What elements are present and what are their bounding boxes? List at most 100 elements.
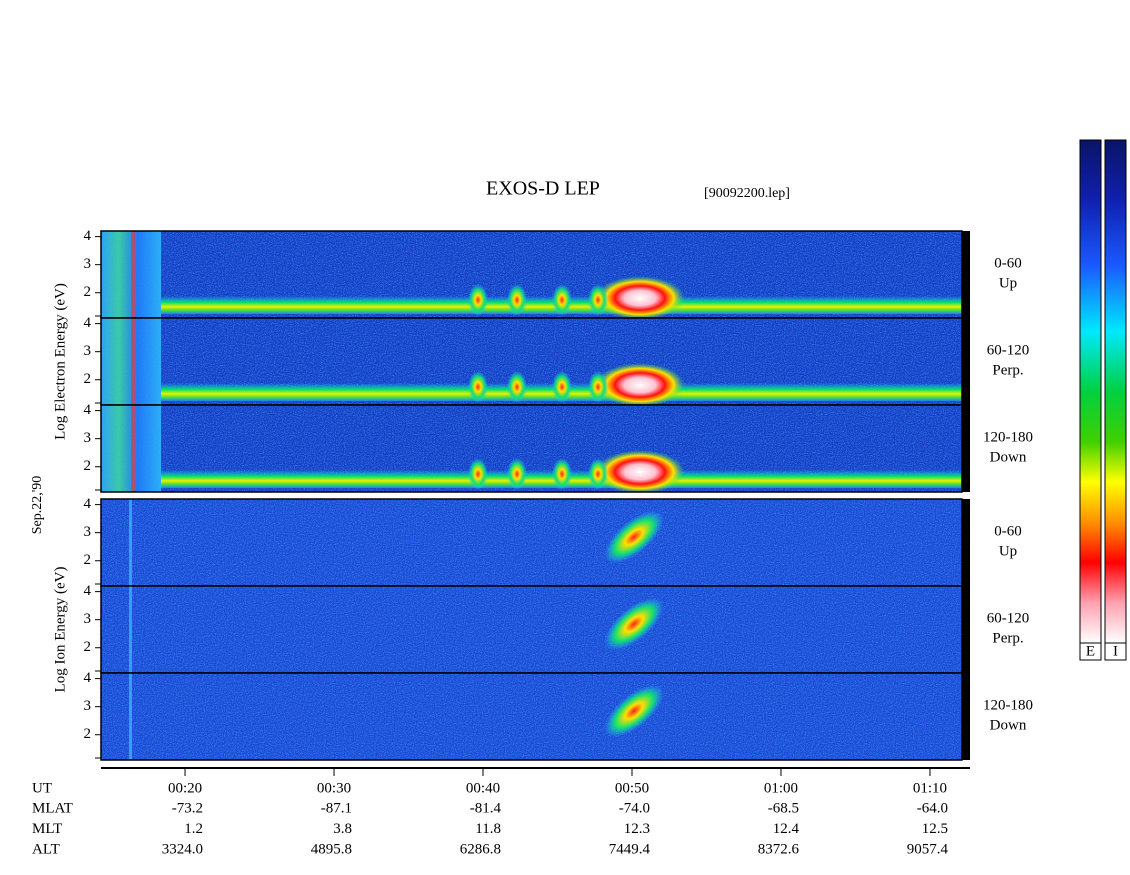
colorbar-box	[1079, 642, 1102, 661]
streak	[129, 673, 132, 760]
right-strip	[962, 499, 970, 586]
panel	[101, 499, 962, 586]
streak	[131, 231, 135, 318]
colorbar	[1104, 139, 1127, 644]
y-tick-label: 3	[84, 611, 92, 627]
panel-noise	[101, 673, 962, 760]
ephemeris-value: 12.3	[624, 821, 650, 837]
y-tick-label: 2	[84, 284, 92, 300]
x-tick-label: 01:00	[764, 780, 798, 796]
burst	[552, 284, 572, 316]
y-tick-label: 3	[84, 343, 92, 359]
y-tick-label: 4	[84, 670, 92, 686]
panel-noise	[101, 586, 962, 673]
y-tick-label: 2	[84, 458, 92, 474]
y-tick-label: 3	[84, 256, 92, 272]
ephemeris-value: 6286.8	[460, 841, 501, 857]
y-axis-label: Log Electron Energy (eV)	[52, 283, 68, 440]
date-label: Sep.22,'90	[30, 476, 45, 535]
panel	[101, 673, 962, 760]
burst	[468, 284, 488, 316]
burst	[588, 458, 608, 490]
x-axis-label: UT	[32, 780, 52, 796]
ephemeris-value: -74.0	[619, 800, 650, 816]
burst	[507, 371, 527, 403]
ephemeris-value: 4895.8	[311, 841, 352, 857]
y-tick-label: 4	[84, 402, 92, 418]
right-strip	[962, 405, 970, 492]
right-strip	[962, 586, 970, 673]
burst	[468, 458, 488, 490]
hotspot	[595, 450, 685, 492]
burst	[468, 371, 488, 403]
hotspot	[595, 276, 685, 318]
pitch-label: 120-180	[983, 697, 1033, 713]
direction-label: Up	[999, 275, 1017, 291]
streak	[129, 586, 132, 673]
x-tick-label: 01:10	[913, 780, 947, 796]
hotspot	[595, 363, 685, 405]
pitch-label: 0-60	[994, 255, 1022, 271]
x-tick-label: 00:40	[466, 780, 500, 796]
ion-blob	[604, 684, 664, 738]
ephemeris-value: 3324.0	[162, 841, 203, 857]
ephemeris-value: -87.1	[321, 800, 352, 816]
colorbar	[1079, 139, 1102, 644]
ion-blob	[604, 597, 664, 651]
ephemeris-value: 1.2	[184, 821, 203, 837]
direction-label: Up	[999, 543, 1017, 559]
y-tick-label: 4	[84, 228, 92, 244]
direction-label: Down	[990, 449, 1027, 465]
ephemeris-value: 12.5	[922, 821, 948, 837]
y-tick-label: 2	[84, 726, 92, 742]
pitch-label: 60-120	[987, 610, 1030, 626]
panel-noise	[101, 499, 962, 586]
pitch-label: 60-120	[987, 342, 1030, 358]
colorbar-box	[1104, 642, 1127, 661]
colorbar-label: I	[1113, 643, 1118, 659]
burst	[507, 458, 527, 490]
colorbar-label: E	[1086, 643, 1095, 659]
chart-subtitle: [90092200.lep]	[704, 186, 790, 201]
ephemeris-name: MLAT	[32, 800, 73, 816]
y-tick-label: 3	[84, 430, 92, 446]
ephemeris-value: -64.0	[917, 800, 948, 816]
ion-blob	[604, 510, 664, 564]
panel	[101, 586, 962, 673]
chart-title: EXOS-D LEP	[486, 178, 600, 200]
burst	[552, 458, 572, 490]
y-tick-label: 2	[84, 371, 92, 387]
streak	[131, 318, 135, 405]
panel	[101, 231, 962, 318]
ephemeris-name: ALT	[32, 841, 60, 857]
ephemeris-value: -73.2	[172, 800, 203, 816]
x-tick-label: 00:30	[317, 780, 351, 796]
streak	[131, 405, 135, 492]
y-axis-label: Log Ion Energy (eV)	[52, 567, 68, 693]
ephemeris-value: 8372.6	[758, 841, 800, 857]
ephemeris-value: -81.4	[470, 800, 502, 816]
y-tick-label: 4	[84, 496, 92, 512]
ephemeris-value: 12.4	[773, 821, 800, 837]
direction-label: Perp.	[992, 630, 1023, 646]
ephemeris-value: 7449.4	[609, 841, 651, 857]
right-strip	[962, 318, 970, 405]
right-strip	[962, 673, 970, 760]
pitch-label: 0-60	[994, 523, 1022, 539]
panel	[101, 318, 962, 405]
x-tick-label: 00:50	[615, 780, 649, 796]
ephemeris-value: 9057.4	[907, 841, 949, 857]
y-tick-label: 3	[84, 698, 92, 714]
y-tick-label: 4	[84, 583, 92, 599]
direction-label: Down	[990, 717, 1027, 733]
x-tick-label: 00:20	[168, 780, 202, 796]
ephemeris-name: MLT	[32, 821, 62, 837]
y-tick-label: 2	[84, 552, 92, 568]
streak	[129, 499, 132, 586]
direction-label: Perp.	[992, 362, 1023, 378]
ephemeris-value: -68.5	[768, 800, 799, 816]
right-strip	[962, 231, 970, 318]
pitch-label: 120-180	[983, 429, 1033, 445]
panel	[101, 405, 962, 492]
